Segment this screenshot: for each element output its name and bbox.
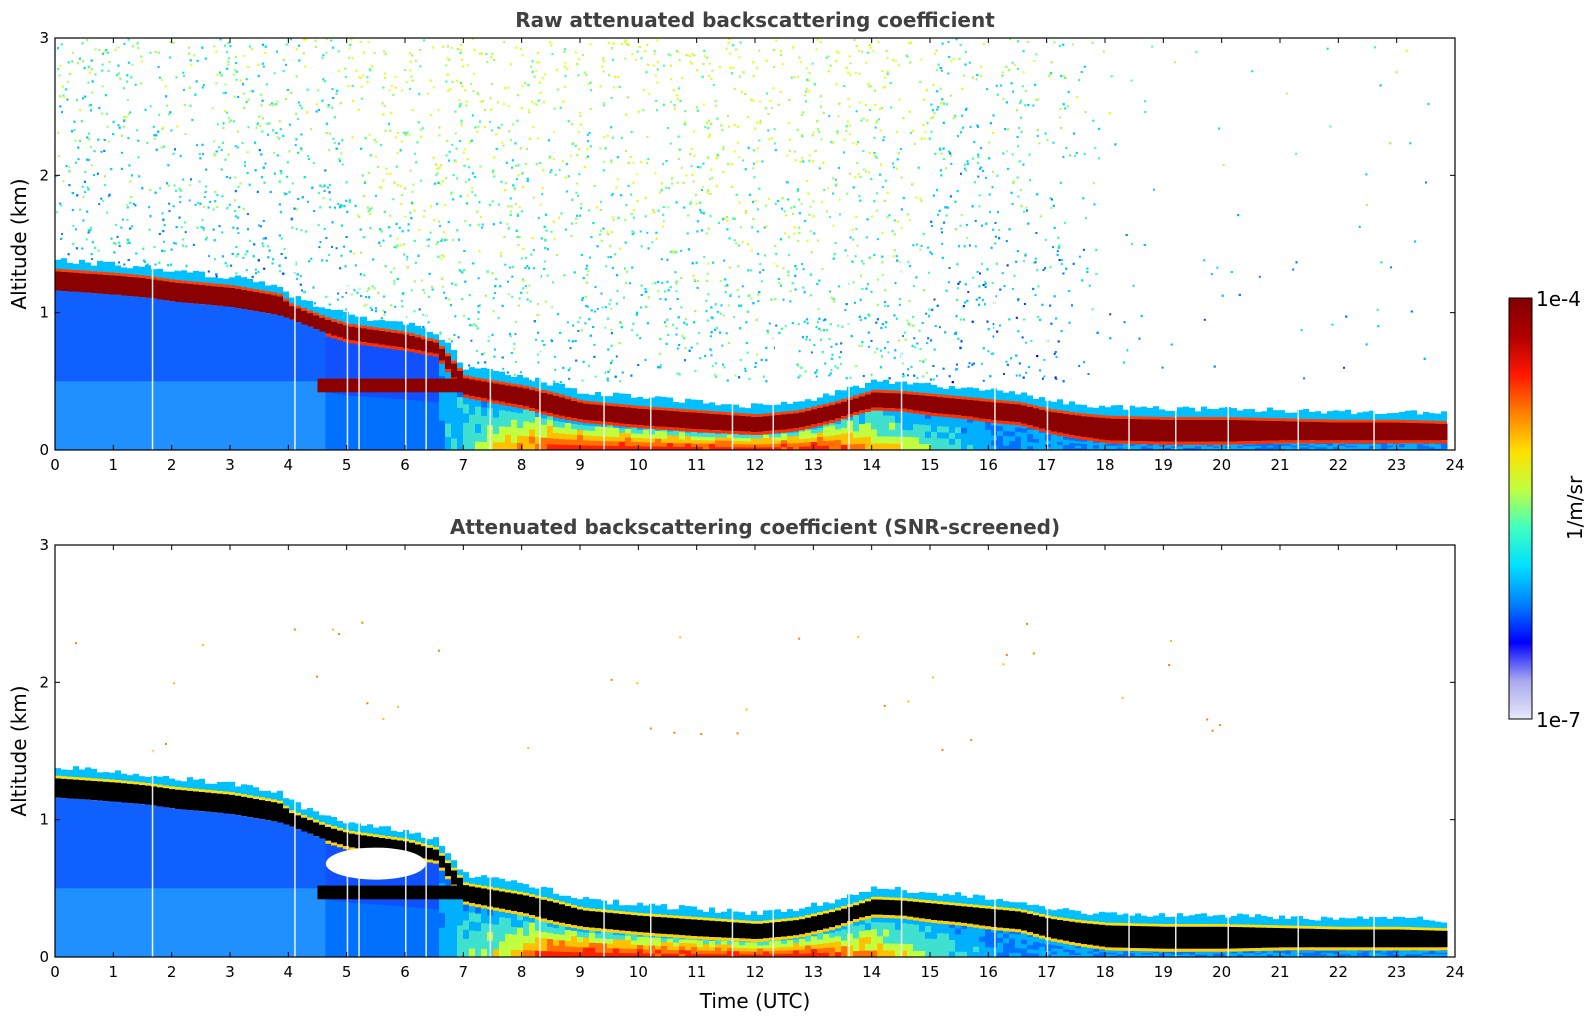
panel-title: Attenuated backscattering coefficient (S… xyxy=(450,515,1060,539)
heatmap-area xyxy=(55,621,1448,957)
x-tick-label: 23 xyxy=(1387,963,1406,981)
x-tick-label: 3 xyxy=(225,456,235,474)
x-tick-label: 5 xyxy=(342,456,352,474)
y-tick-label: 0 xyxy=(39,948,49,966)
x-tick-label: 20 xyxy=(1212,963,1231,981)
x-tick-label: 7 xyxy=(459,456,469,474)
x-tick-label: 4 xyxy=(284,456,294,474)
x-tick-label: 1 xyxy=(109,456,119,474)
y-tick-label: 0 xyxy=(39,441,49,459)
axis-ticks: 0 1 2 3 4 5 6 7 8 9 10 11 12 13 14 15 16 17 18 19 20 21 22 23 24… xyxy=(39,29,1464,474)
x-tick-label: 18 xyxy=(1095,456,1114,474)
residual-layer xyxy=(55,797,468,957)
x-tick-label: 14 xyxy=(862,963,881,981)
x-tick-label: 4 xyxy=(284,963,294,981)
x-tick-label: 13 xyxy=(804,456,823,474)
x-tick-label: 15 xyxy=(920,963,939,981)
x-tick-label: 11 xyxy=(687,456,706,474)
colorbar-gradient xyxy=(1508,297,1533,720)
x-tick-label: 14 xyxy=(862,456,881,474)
x-tick-label: 24 xyxy=(1445,456,1464,474)
y-tick-label: 2 xyxy=(39,166,49,184)
x-tick-label: 11 xyxy=(687,963,706,981)
x-tick-label: 0 xyxy=(50,456,60,474)
x-tick-label: 2 xyxy=(167,963,177,981)
x-tick-label: 17 xyxy=(1037,456,1056,474)
x-tick-label: 21 xyxy=(1270,456,1289,474)
y-tick-label: 3 xyxy=(39,536,49,554)
x-tick-label: 6 xyxy=(400,963,410,981)
x-tick-label: 13 xyxy=(804,963,823,981)
colorbar-min-label: 1e-7 xyxy=(1536,708,1581,732)
x-tick-label: 0 xyxy=(50,963,60,981)
x-tick-label: 7 xyxy=(459,963,469,981)
x-tick-label: 20 xyxy=(1212,456,1231,474)
panel-title: Raw attenuated backscattering coefficien… xyxy=(515,8,995,32)
x-tick-label: 19 xyxy=(1154,456,1173,474)
colorbar: 1e-4 1e-7 1/m/sr xyxy=(1508,287,1587,732)
y-tick-label: 1 xyxy=(39,811,49,829)
x-tick-label: 6 xyxy=(400,456,410,474)
x-tick-label: 22 xyxy=(1329,963,1348,981)
colorbar-max-label: 1e-4 xyxy=(1536,287,1581,311)
screened-backscatter-panel: Attenuated backscattering coefficient (S… xyxy=(7,515,1465,1013)
y-axis-label: Altitude (km) xyxy=(7,685,31,816)
x-tick-label: 12 xyxy=(745,963,764,981)
data-gaps xyxy=(151,751,1375,957)
x-tick-label: 5 xyxy=(342,963,352,981)
x-tick-label: 10 xyxy=(629,456,648,474)
x-tick-label: 21 xyxy=(1270,963,1289,981)
x-axis-label: Time (UTC) xyxy=(699,989,811,1013)
x-tick-label: 16 xyxy=(979,963,998,981)
y-tick-label: 1 xyxy=(39,304,49,322)
x-tick-label: 2 xyxy=(167,456,177,474)
colorbar-unit-label: 1/m/sr xyxy=(1563,475,1587,540)
x-tick-label: 17 xyxy=(1037,963,1056,981)
y-tick-label: 2 xyxy=(39,673,49,691)
y-axis-label: Altitude (km) xyxy=(7,178,31,309)
x-tick-label: 12 xyxy=(745,456,764,474)
raw-backscatter-panel: Raw attenuated backscattering coefficien… xyxy=(7,8,1465,474)
residual-layer xyxy=(55,290,468,450)
x-tick-label: 24 xyxy=(1445,963,1464,981)
x-tick-label: 18 xyxy=(1095,963,1114,981)
x-tick-label: 8 xyxy=(517,963,527,981)
x-tick-label: 3 xyxy=(225,963,235,981)
y-tick-label: 3 xyxy=(39,29,49,47)
axis-ticks: 0 1 2 3 4 5 6 7 8 9 10 11 12 13 14 15 16 17 18 19 20 21 22 23 24… xyxy=(39,536,1464,981)
x-tick-label: 10 xyxy=(629,963,648,981)
x-tick-label: 15 xyxy=(920,456,939,474)
heatmap-area xyxy=(55,38,1448,450)
x-tick-label: 19 xyxy=(1154,963,1173,981)
x-tick-label: 1 xyxy=(109,963,119,981)
x-tick-label: 23 xyxy=(1387,456,1406,474)
x-tick-label: 9 xyxy=(575,963,585,981)
x-tick-label: 22 xyxy=(1329,456,1348,474)
x-tick-label: 8 xyxy=(517,456,527,474)
x-tick-label: 16 xyxy=(979,456,998,474)
noise-scatter xyxy=(55,38,1430,384)
x-tick-label: 9 xyxy=(575,456,585,474)
data-gaps xyxy=(151,244,1375,450)
sparse-speckles xyxy=(75,621,1222,753)
